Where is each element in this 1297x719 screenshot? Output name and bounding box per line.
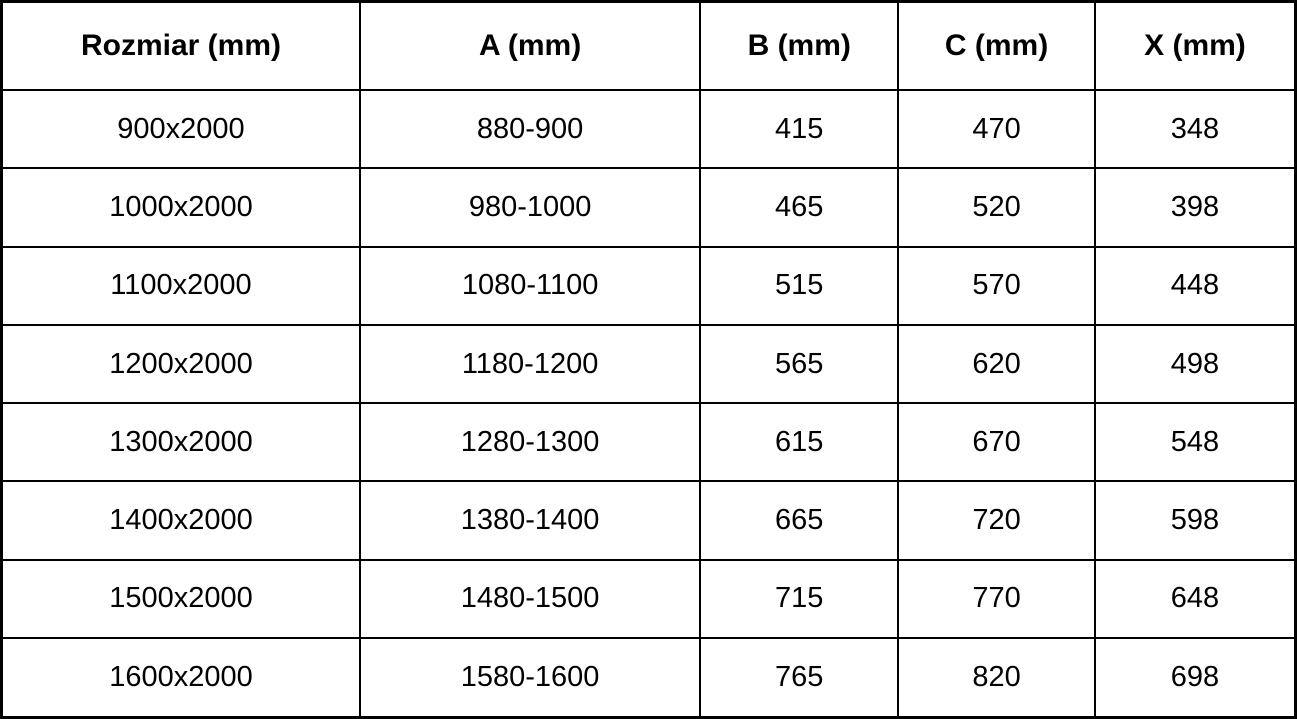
table-cell: 498 bbox=[1093, 323, 1297, 405]
table-body: 900x2000 880-900 415 470 348 1000x2000 980-100… bbox=[0, 88, 1297, 719]
table-row: 1200x2000 1180-1200 565 620 498 bbox=[0, 323, 1297, 405]
table-cell: 1600x2000 bbox=[0, 637, 361, 719]
table-cell: 520 bbox=[897, 167, 1096, 248]
table-cell: 615 bbox=[699, 402, 900, 483]
column-header-a: A (mm) bbox=[358, 0, 702, 91]
table-cell: 665 bbox=[699, 480, 900, 561]
column-header-x: X (mm) bbox=[1093, 0, 1297, 91]
table-cell: 765 bbox=[699, 637, 900, 719]
table-row: 1400x2000 1380-1400 665 720 598 bbox=[0, 480, 1297, 561]
table-cell: 1280-1300 bbox=[358, 402, 702, 483]
table-cell: 548 bbox=[1093, 402, 1297, 483]
table-cell: 465 bbox=[699, 167, 900, 248]
table-cell: 348 bbox=[1093, 88, 1297, 170]
table-cell: 980-1000 bbox=[358, 167, 702, 248]
table-row: 900x2000 880-900 415 470 348 bbox=[0, 88, 1297, 170]
table-cell: 1180-1200 bbox=[358, 323, 702, 405]
table-cell: 620 bbox=[897, 323, 1096, 405]
table-row: 1100x2000 1080-1100 515 570 448 bbox=[0, 245, 1297, 326]
column-header-rozmiar: Rozmiar (mm) bbox=[0, 0, 361, 91]
column-header-c: C (mm) bbox=[897, 0, 1096, 91]
table-cell: 698 bbox=[1093, 637, 1297, 719]
table-cell: 415 bbox=[699, 88, 900, 170]
table-cell: 470 bbox=[897, 88, 1096, 170]
table-cell: 570 bbox=[897, 245, 1096, 326]
table-cell: 880-900 bbox=[358, 88, 702, 170]
header-row: Rozmiar (mm) A (mm) B (mm) C (mm) X (mm) bbox=[0, 0, 1297, 91]
table-cell: 1500x2000 bbox=[0, 558, 361, 640]
table-row: 1500x2000 1480-1500 715 770 648 bbox=[0, 558, 1297, 640]
table-cell: 770 bbox=[897, 558, 1096, 640]
table-cell: 820 bbox=[897, 637, 1096, 719]
table-cell: 900x2000 bbox=[0, 88, 361, 170]
table-cell: 515 bbox=[699, 245, 900, 326]
table-cell: 1480-1500 bbox=[358, 558, 702, 640]
table-cell: 1380-1400 bbox=[358, 480, 702, 561]
table-cell: 1100x2000 bbox=[0, 245, 361, 326]
table-cell: 1300x2000 bbox=[0, 402, 361, 483]
table-cell: 448 bbox=[1093, 245, 1297, 326]
table-cell: 1400x2000 bbox=[0, 480, 361, 561]
column-header-b: B (mm) bbox=[699, 0, 900, 91]
table-cell: 565 bbox=[699, 323, 900, 405]
table-row: 1300x2000 1280-1300 615 670 548 bbox=[0, 402, 1297, 483]
table-cell: 670 bbox=[897, 402, 1096, 483]
table-cell: 715 bbox=[699, 558, 900, 640]
table-cell: 720 bbox=[897, 480, 1096, 561]
table-row: 1600x2000 1580-1600 765 820 698 bbox=[0, 637, 1297, 719]
table-cell: 1000x2000 bbox=[0, 167, 361, 248]
table-cell: 398 bbox=[1093, 167, 1297, 248]
table-cell: 648 bbox=[1093, 558, 1297, 640]
table-row: 1000x2000 980-1000 465 520 398 bbox=[0, 167, 1297, 248]
table-cell: 598 bbox=[1093, 480, 1297, 561]
table-cell: 1080-1100 bbox=[358, 245, 702, 326]
table-cell: 1580-1600 bbox=[358, 637, 702, 719]
table-cell: 1200x2000 bbox=[0, 323, 361, 405]
